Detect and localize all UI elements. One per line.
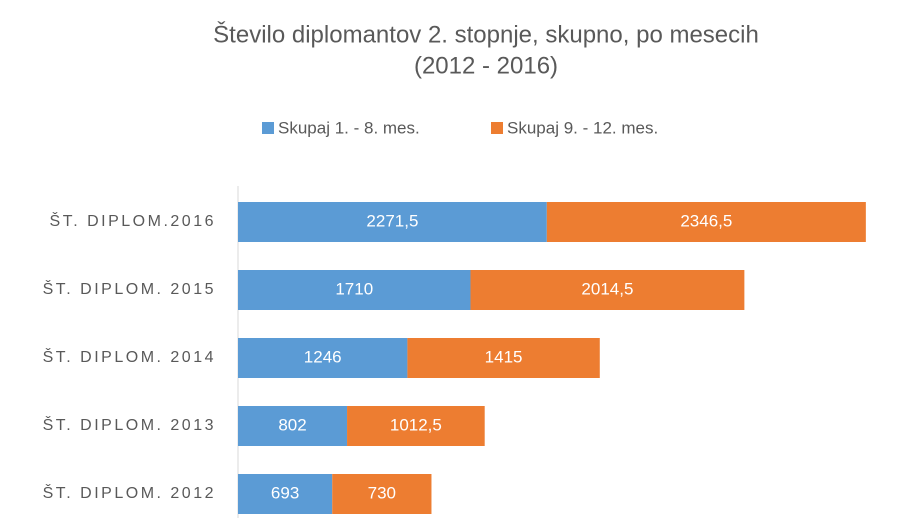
data-label: 1415 — [485, 347, 523, 366]
legend-swatch — [262, 122, 274, 134]
bar-segment — [332, 474, 432, 514]
y-tick-label: ŠT. DIPLOM. 2012 — [43, 483, 216, 502]
bar-segment — [238, 202, 547, 242]
legend-swatch — [491, 122, 503, 134]
data-label: 2271,5 — [366, 211, 418, 230]
bar-segment — [238, 270, 471, 310]
data-label: 1710 — [335, 279, 373, 298]
legend-label: Skupaj 9. - 12. mes. — [507, 118, 658, 137]
bar-segment — [238, 338, 408, 378]
bar-segment — [238, 474, 333, 514]
y-tick-label: ŠT. DIPLOM. 2014 — [43, 347, 216, 366]
data-label: 2014,5 — [581, 279, 633, 298]
data-label: 2346,5 — [680, 211, 732, 230]
bar-segment — [238, 406, 348, 446]
data-label: 802 — [278, 415, 306, 434]
bar-segment — [407, 338, 600, 378]
legend-label: Skupaj 1. - 8. mes. — [278, 118, 420, 137]
chart-title: (2012 - 2016) — [414, 52, 558, 79]
data-label: 730 — [368, 483, 396, 502]
bar-segment — [470, 270, 745, 310]
data-label: 693 — [271, 483, 299, 502]
y-tick-label: ŠT. DIPLOM. 2015 — [43, 279, 216, 298]
y-tick-label: ŠT. DIPLOM.2016 — [50, 211, 216, 230]
data-label: 1012,5 — [390, 415, 442, 434]
bar-segment — [347, 406, 485, 446]
y-tick-label: ŠT. DIPLOM. 2013 — [43, 415, 216, 434]
bar-segment — [546, 202, 866, 242]
chart-title: Število diplomantov 2. stopnje, skupno, … — [213, 20, 759, 48]
data-label: 1246 — [304, 347, 342, 366]
